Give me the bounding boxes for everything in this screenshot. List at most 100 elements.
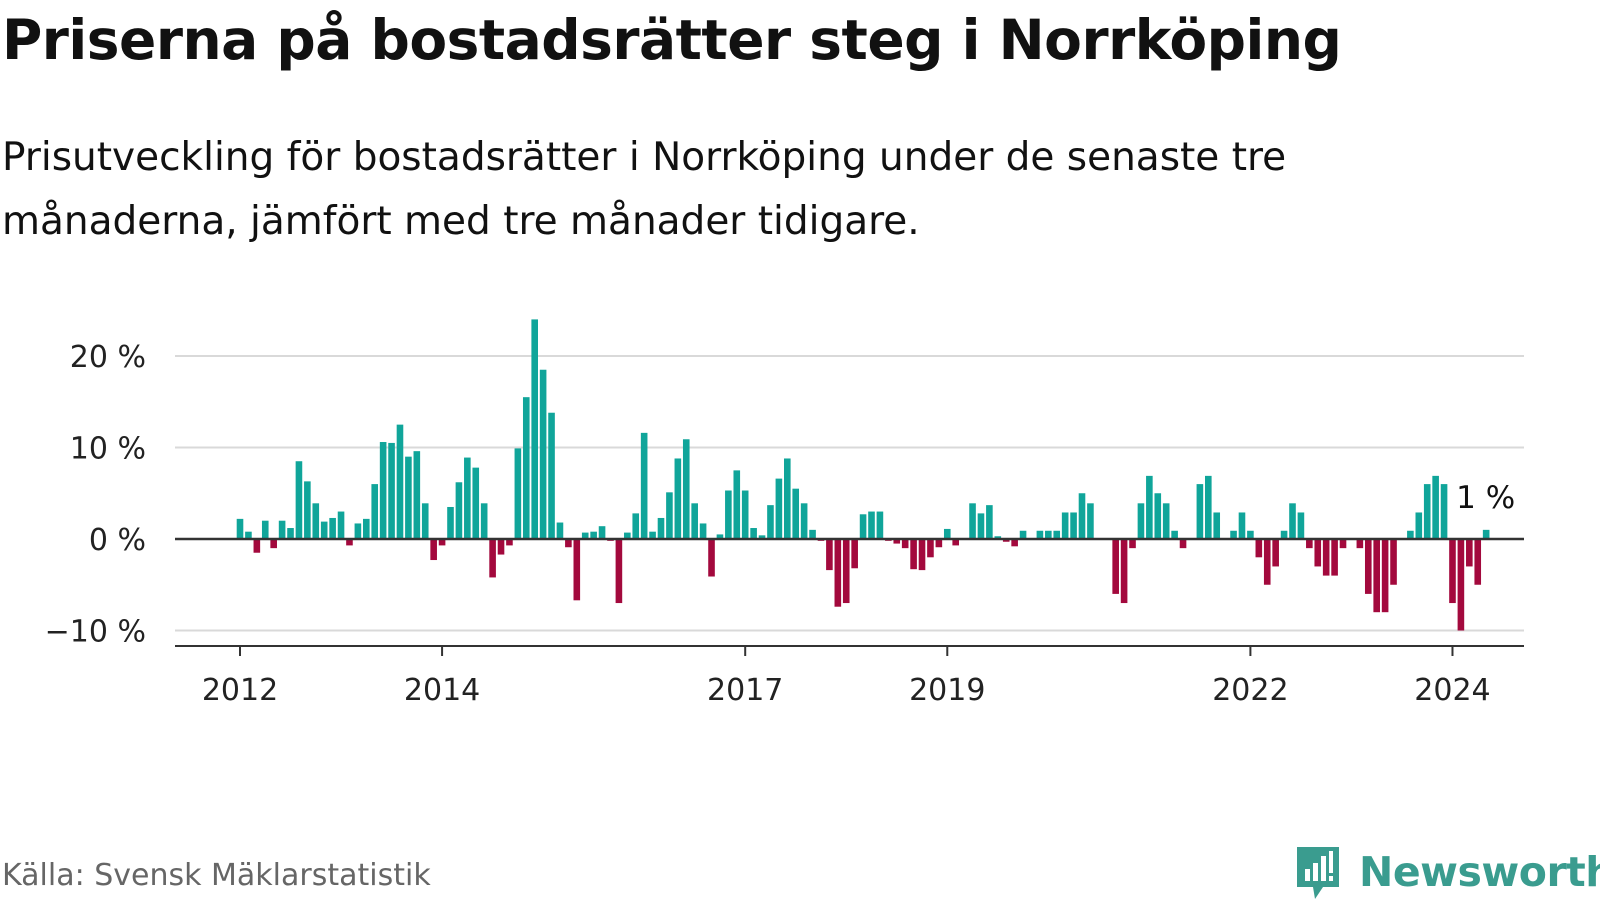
bar[interactable] bbox=[421, 503, 429, 539]
bar[interactable] bbox=[1087, 503, 1094, 539]
bar[interactable] bbox=[1070, 512, 1077, 540]
bar[interactable] bbox=[859, 514, 867, 539]
bar[interactable] bbox=[363, 518, 370, 539]
bar[interactable] bbox=[851, 539, 858, 569]
bar[interactable] bbox=[741, 490, 749, 539]
bar[interactable] bbox=[556, 522, 564, 539]
bar[interactable] bbox=[261, 520, 269, 539]
bar[interactable] bbox=[800, 503, 808, 539]
bar[interactable] bbox=[792, 488, 800, 540]
bar[interactable] bbox=[1423, 484, 1431, 539]
bar[interactable] bbox=[573, 539, 581, 601]
bar[interactable] bbox=[1322, 539, 1330, 576]
bar[interactable] bbox=[346, 539, 353, 546]
bar[interactable] bbox=[674, 458, 682, 539]
bar[interactable] bbox=[893, 539, 901, 544]
bar[interactable] bbox=[270, 539, 277, 549]
bar[interactable] bbox=[287, 528, 294, 539]
bar[interactable] bbox=[994, 536, 1002, 539]
bar[interactable] bbox=[472, 467, 480, 539]
bar[interactable] bbox=[480, 503, 488, 539]
bar[interactable] bbox=[1314, 539, 1322, 567]
bar[interactable] bbox=[1331, 539, 1338, 576]
bar[interactable] bbox=[1146, 475, 1153, 540]
bar[interactable] bbox=[1289, 503, 1296, 539]
bar[interactable] bbox=[927, 539, 934, 558]
bar[interactable] bbox=[1011, 539, 1018, 547]
bar[interactable] bbox=[1238, 512, 1246, 540]
bar[interactable] bbox=[1205, 475, 1212, 540]
bar[interactable] bbox=[278, 520, 286, 539]
bar[interactable] bbox=[1045, 530, 1052, 539]
bar[interactable] bbox=[304, 481, 311, 540]
bar[interactable] bbox=[986, 505, 993, 539]
bar[interactable] bbox=[649, 531, 656, 539]
bar[interactable] bbox=[775, 478, 783, 539]
bar[interactable] bbox=[413, 451, 421, 539]
bar[interactable] bbox=[489, 539, 496, 578]
bar[interactable] bbox=[952, 539, 959, 546]
bar[interactable] bbox=[767, 505, 774, 539]
bar[interactable] bbox=[918, 539, 926, 571]
bar[interactable] bbox=[405, 456, 412, 539]
bar[interactable] bbox=[497, 539, 505, 555]
bar[interactable] bbox=[826, 539, 833, 571]
bar[interactable] bbox=[1457, 539, 1465, 631]
bar[interactable] bbox=[784, 458, 791, 539]
bar[interactable] bbox=[969, 503, 976, 539]
bar[interactable] bbox=[430, 539, 437, 561]
bar[interactable] bbox=[868, 511, 875, 539]
bar[interactable] bbox=[809, 529, 816, 539]
bar[interactable] bbox=[295, 461, 303, 540]
bar[interactable] bbox=[1112, 539, 1119, 594]
bar[interactable] bbox=[1432, 475, 1439, 540]
bar[interactable] bbox=[624, 532, 631, 540]
bar[interactable] bbox=[977, 513, 985, 539]
bar[interactable] bbox=[1171, 530, 1178, 539]
bar[interactable] bbox=[1415, 512, 1423, 540]
bar[interactable] bbox=[943, 528, 951, 539]
bar[interactable] bbox=[1466, 539, 1473, 567]
bar[interactable] bbox=[1061, 512, 1069, 540]
bar[interactable] bbox=[1129, 539, 1136, 549]
bar[interactable] bbox=[1339, 539, 1347, 549]
bar[interactable] bbox=[522, 397, 530, 539]
bar[interactable] bbox=[1230, 530, 1237, 539]
bar[interactable] bbox=[682, 439, 690, 539]
bar[interactable] bbox=[834, 539, 842, 607]
bar[interactable] bbox=[1373, 539, 1380, 613]
bar[interactable] bbox=[598, 526, 606, 539]
bar[interactable] bbox=[337, 511, 345, 539]
bar[interactable] bbox=[708, 539, 715, 577]
bar[interactable] bbox=[396, 424, 404, 540]
bar[interactable] bbox=[1078, 493, 1086, 539]
bar[interactable] bbox=[632, 513, 640, 539]
bar[interactable] bbox=[1263, 539, 1271, 585]
bar[interactable] bbox=[842, 539, 850, 604]
bar[interactable] bbox=[590, 531, 597, 539]
bar[interactable] bbox=[666, 492, 673, 539]
bar[interactable] bbox=[615, 539, 623, 604]
bar[interactable] bbox=[1154, 493, 1162, 539]
bar[interactable] bbox=[758, 535, 766, 539]
bar[interactable] bbox=[1381, 539, 1389, 613]
bar[interactable] bbox=[1162, 503, 1170, 539]
bar[interactable] bbox=[455, 482, 463, 539]
bar[interactable] bbox=[657, 517, 665, 539]
bar[interactable] bbox=[388, 442, 395, 540]
bar[interactable] bbox=[1280, 530, 1288, 539]
bar[interactable] bbox=[1036, 530, 1044, 539]
bar[interactable] bbox=[548, 412, 555, 539]
bar[interactable] bbox=[1297, 512, 1305, 540]
bar[interactable] bbox=[1137, 503, 1145, 539]
bar[interactable] bbox=[438, 539, 446, 546]
bar[interactable] bbox=[725, 490, 732, 539]
bar[interactable] bbox=[329, 517, 336, 539]
bar[interactable] bbox=[876, 511, 884, 539]
bar[interactable] bbox=[1306, 539, 1313, 549]
bar[interactable] bbox=[1272, 539, 1279, 567]
bar[interactable] bbox=[565, 539, 572, 548]
bar[interactable] bbox=[379, 442, 387, 539]
bar[interactable] bbox=[1449, 539, 1456, 604]
bar[interactable] bbox=[750, 528, 757, 539]
